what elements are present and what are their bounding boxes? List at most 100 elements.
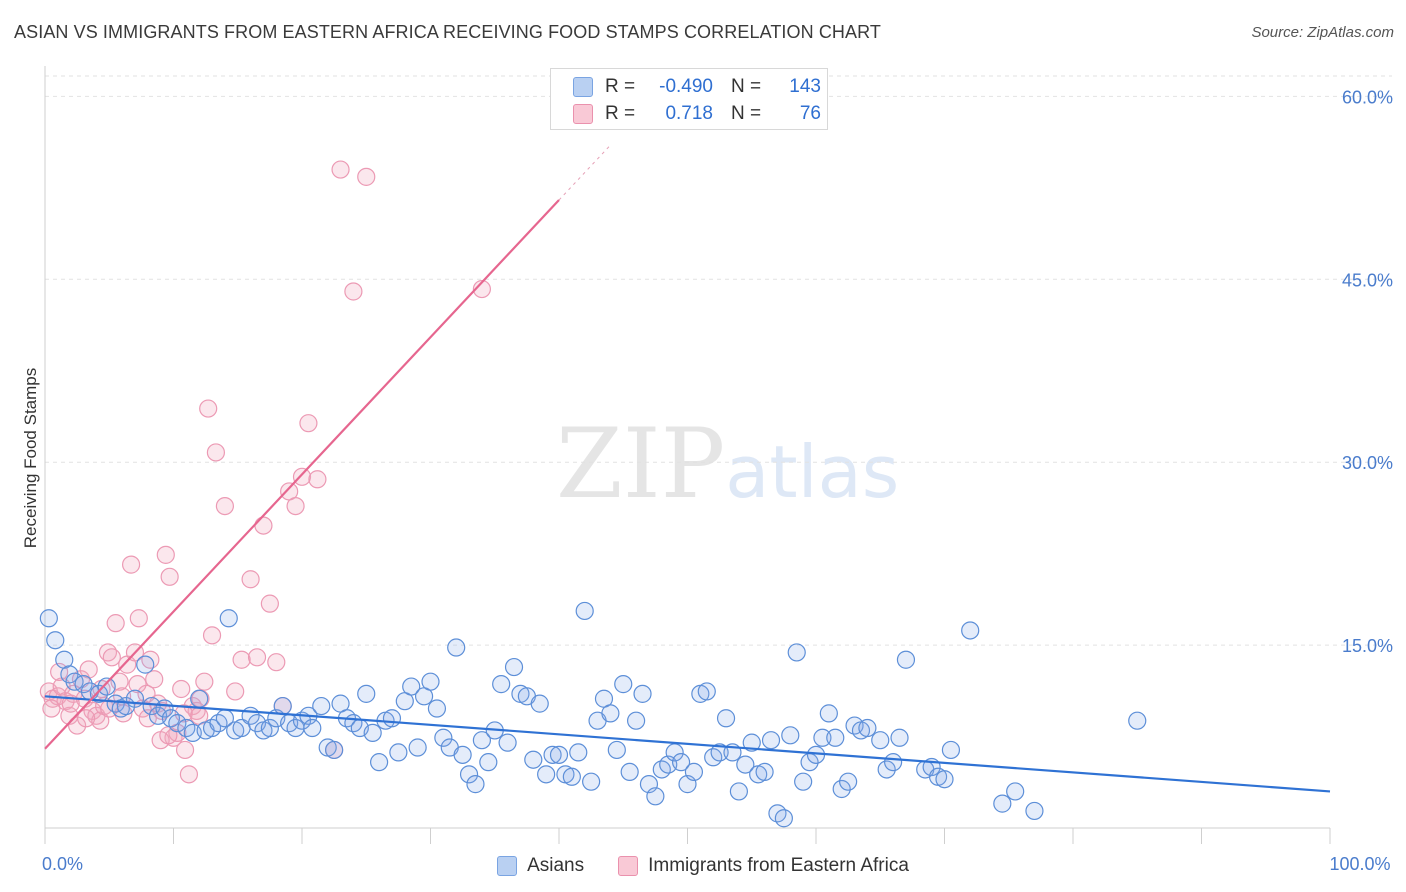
point-asian: [761, 731, 781, 750]
point-eastern-africa: [129, 609, 148, 628]
watermark-zip: ZIP: [556, 408, 726, 520]
point-asian: [601, 704, 620, 723]
point-asian: [472, 731, 491, 750]
n-label: N =: [731, 103, 762, 124]
r-label: R =: [605, 103, 636, 124]
point-asian: [89, 684, 109, 703]
tick-labels: 15.0% 30.0% 45.0% 60.0% 0.0% 100.0%: [42, 87, 1393, 874]
point-eastern-africa: [308, 470, 327, 489]
point-asian: [363, 723, 382, 742]
n-label: N =: [731, 76, 762, 97]
series-legend: Asians Immigrants from Eastern Africa: [0, 852, 1406, 880]
point-eastern-africa: [292, 467, 312, 486]
point-eastern-africa: [42, 699, 61, 718]
point-eastern-africa: [141, 650, 160, 669]
point-asian: [273, 696, 292, 716]
point-asian: [402, 677, 421, 696]
point-asian: [466, 775, 485, 794]
point-asian: [303, 718, 322, 738]
point-asian: [871, 731, 890, 750]
series-eastern-africa: [39, 160, 491, 784]
point-eastern-africa: [299, 414, 318, 433]
point-eastern-africa: [357, 167, 376, 186]
point-asian: [787, 643, 806, 662]
point-eastern-africa: [199, 399, 218, 418]
stats-row-asians: R = -0.490 N = 143: [573, 74, 821, 100]
point-asian: [370, 753, 389, 772]
swatch-asians: [573, 77, 593, 97]
point-eastern-africa: [156, 545, 175, 564]
point-asian: [325, 740, 344, 760]
x-tick-label: 0.0%: [42, 854, 83, 874]
point-eastern-africa: [91, 711, 110, 730]
point-eastern-africa: [102, 648, 121, 667]
point-asian: [39, 609, 58, 628]
n-value: 76: [799, 103, 821, 124]
point-eastern-africa: [195, 672, 214, 691]
point-eastern-africa: [77, 709, 96, 728]
point-eastern-africa: [232, 650, 251, 669]
y-tick-label: 45.0%: [1342, 270, 1393, 290]
point-asian: [993, 794, 1012, 813]
point-eastern-africa: [260, 594, 279, 613]
r-value: -0.490: [659, 76, 713, 97]
point-asian: [781, 726, 800, 745]
point-asian: [839, 772, 858, 791]
y-tick-label: 15.0%: [1342, 636, 1393, 656]
point-asian: [421, 672, 440, 691]
point-asian: [357, 684, 376, 703]
point-asian: [562, 767, 581, 786]
legend-label-eastern-africa: Immigrants from Eastern Africa: [648, 855, 909, 876]
n-value: 143: [789, 76, 821, 97]
point-asian: [697, 682, 716, 701]
point-asian: [614, 675, 633, 694]
point-eastern-africa: [215, 496, 234, 516]
series-asians: [39, 601, 1147, 828]
point-asian: [896, 650, 916, 669]
point-asian: [794, 772, 813, 791]
point-asian: [524, 750, 543, 769]
trend-extension-eastern-africa: [558, 144, 611, 201]
y-tick-label: 60.0%: [1342, 87, 1393, 107]
point-asian: [219, 609, 238, 628]
point-asian: [935, 770, 954, 789]
point-asian: [1025, 801, 1044, 821]
point-asian: [1128, 711, 1147, 730]
source-label: Source: ZipAtlas.com: [1251, 24, 1394, 41]
point-asian: [858, 718, 877, 738]
point-asian: [742, 733, 761, 752]
point-asian: [459, 765, 479, 784]
point-asian: [382, 709, 402, 728]
point-asian: [504, 657, 524, 677]
point-asian: [826, 728, 845, 747]
point-asian: [736, 755, 755, 774]
point-eastern-africa: [172, 679, 191, 699]
point-asian: [97, 677, 116, 696]
point-asian: [710, 743, 729, 762]
legend-item-asians[interactable]: Asians: [497, 855, 584, 877]
point-eastern-africa: [175, 740, 195, 760]
y-axis-title: Receiving Food Stamps: [21, 368, 40, 548]
point-asian: [543, 745, 562, 764]
watermark-atlas: atlas: [725, 430, 900, 514]
point-asian: [1006, 782, 1025, 801]
point-eastern-africa: [331, 160, 350, 179]
point-asian: [883, 753, 903, 772]
point-asian: [190, 689, 209, 708]
point-asian: [582, 772, 601, 791]
point-asian: [537, 765, 556, 784]
point-eastern-africa: [226, 682, 245, 701]
point-eastern-africa: [241, 570, 260, 589]
point-asian: [389, 743, 408, 762]
point-eastern-africa: [344, 282, 363, 301]
point-asian: [819, 704, 838, 723]
point-asian: [46, 631, 65, 650]
point-eastern-africa: [206, 443, 226, 462]
point-asian: [447, 638, 466, 657]
legend-item-eastern-africa[interactable]: Immigrants from Eastern Africa: [618, 855, 909, 877]
point-asian: [427, 699, 447, 718]
point-eastern-africa: [286, 496, 305, 516]
swatch-eastern-africa: [573, 104, 593, 124]
point-asian: [453, 745, 472, 764]
point-asian: [575, 601, 594, 621]
